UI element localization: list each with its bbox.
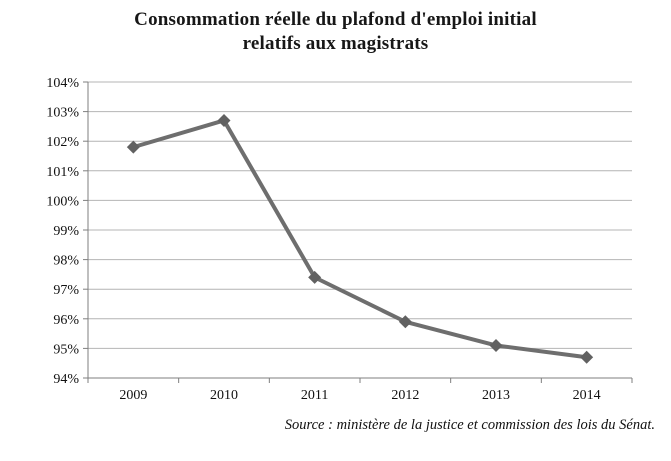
y-axis-tick-label: 94%	[53, 372, 79, 387]
x-axis-tick-label: 2011	[301, 388, 328, 403]
data-point-marker	[489, 338, 503, 352]
y-axis-tick-label: 104%	[46, 76, 79, 91]
y-axis-tick-label: 100%	[46, 194, 79, 209]
y-axis-tick-label: 103%	[46, 106, 79, 121]
y-axis-tick-label: 102%	[46, 135, 79, 150]
data-point-marker	[217, 113, 231, 127]
chart-title: Consommation réelle du plafond d'emploi …	[0, 8, 671, 56]
chart-title-line-2: relatifs aux magistrats	[242, 33, 429, 54]
x-axis-tick-label: 2014	[573, 388, 601, 403]
x-axis-tick-label: 2012	[391, 388, 419, 403]
data-point-marker	[580, 350, 594, 364]
y-axis-tick-label: 98%	[53, 254, 79, 269]
x-axis-tick-label: 2013	[482, 388, 510, 403]
y-axis-tick-label: 97%	[53, 283, 79, 298]
data-point-marker	[308, 270, 322, 284]
y-axis-tick-label: 101%	[46, 165, 79, 180]
y-axis-tick-label: 95%	[53, 342, 79, 357]
y-axis-tick-label: 99%	[53, 224, 79, 239]
data-point-marker	[126, 140, 140, 154]
chart-title-line-1: Consommation réelle du plafond d'emploi …	[134, 9, 537, 30]
x-axis-tick-label: 2010	[210, 388, 238, 403]
x-axis-tick-label: 2009	[119, 388, 147, 403]
series-line	[131, 118, 589, 360]
y-axis-tick-label: 96%	[53, 313, 79, 328]
source-caption: Source : ministère de la justice et comm…	[284, 417, 655, 433]
data-point-marker	[398, 315, 412, 329]
